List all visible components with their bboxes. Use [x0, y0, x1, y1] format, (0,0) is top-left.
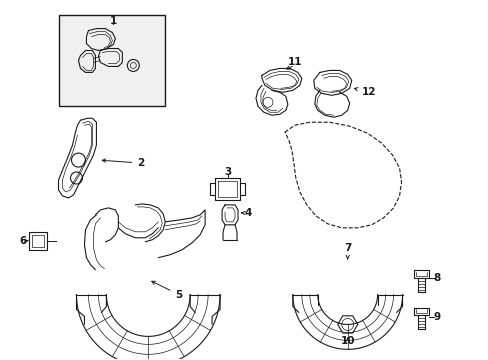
Text: 3: 3 — [224, 167, 231, 177]
Bar — [29, 232, 46, 250]
Bar — [59, 15, 165, 106]
Text: 2: 2 — [102, 158, 144, 168]
Text: 7: 7 — [344, 243, 351, 259]
Text: 11: 11 — [287, 58, 302, 67]
Text: 1: 1 — [109, 15, 117, 26]
Text: 10: 10 — [340, 336, 354, 346]
Text: 12: 12 — [354, 87, 375, 97]
Text: 8: 8 — [433, 273, 440, 283]
Text: 9: 9 — [433, 312, 440, 323]
Text: 4: 4 — [244, 208, 251, 218]
Text: 5: 5 — [151, 281, 182, 300]
Bar — [32, 235, 43, 247]
Text: 6: 6 — [19, 236, 26, 246]
